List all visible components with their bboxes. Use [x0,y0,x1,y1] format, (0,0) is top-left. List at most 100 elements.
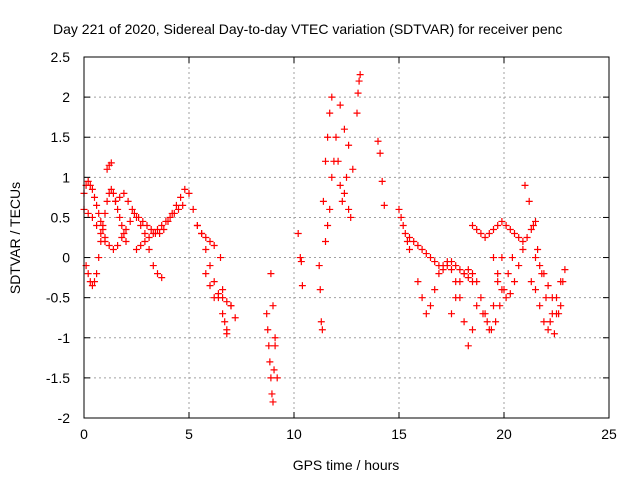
data-point [418,294,426,302]
data-point [298,282,306,290]
data-point [193,221,201,229]
data-point [347,213,355,221]
data-point [406,234,413,241]
data-point [397,213,405,221]
x-tick-label: 25 [601,426,617,442]
series-arc-x [469,217,527,246]
series-arc-n [319,93,336,205]
data-point [418,246,426,254]
data-point [548,310,556,318]
data-point [219,294,227,302]
data-point [431,286,439,294]
data-point [93,270,101,278]
data-point [540,270,548,278]
data-point [422,250,430,258]
data-point [527,225,535,233]
series-arc-h [202,270,235,310]
data-point [536,262,544,270]
data-point [448,266,455,274]
data-point [338,197,346,205]
y-tick-label: 1 [62,169,70,185]
data-point [112,197,119,205]
data-point [269,302,277,310]
plot-frame [83,56,610,419]
data-point [322,238,329,246]
data-point [334,157,342,165]
data-point [227,302,235,310]
data-point [544,326,552,334]
data-point [494,278,502,286]
data-point [84,177,92,185]
data-point [324,221,332,229]
series-arc-p [332,133,355,221]
data-point [469,221,476,229]
y-tick-label: -2 [58,410,71,426]
data-point [185,189,193,197]
data-point [527,278,535,286]
data-point [214,290,222,298]
data-point [464,274,472,282]
data-point [340,189,348,197]
data-point [88,185,96,193]
data-point [202,234,210,241]
data-point [553,294,560,302]
data-point [452,262,460,270]
data-point [456,266,464,274]
data-point [206,282,214,290]
data-point [297,258,305,266]
data-point [145,234,153,241]
data-point [133,213,140,221]
data-point [103,165,111,173]
data-point [506,290,514,298]
data-point [103,197,111,205]
y-tick-label: -0.5 [46,290,70,306]
data-point [460,318,468,326]
data-point [122,225,130,233]
y-tick-label: 1.5 [51,129,71,145]
data-point [515,234,523,241]
data-point [189,205,197,213]
data-point [515,262,523,270]
data-point [166,213,174,221]
series-arc-j [263,310,279,406]
data-points [80,71,569,406]
data-point [133,246,140,254]
data-point [464,266,472,274]
series-arc-l [294,229,306,290]
data-point [395,205,403,213]
data-point [318,326,326,334]
data-point [532,286,539,294]
data-point [130,209,138,217]
data-point [319,197,327,205]
data-point [316,286,324,294]
x-axis-label: GPS time / hours [293,457,400,473]
data-point [374,137,382,145]
data-point [328,173,336,181]
data-point [101,234,109,241]
data-point [519,246,527,254]
series-arc-t [395,205,413,254]
data-point [154,225,161,233]
grid-lines [84,57,609,418]
data-point [504,270,512,278]
data-point [534,246,542,254]
data-point [469,326,476,334]
data-point [532,254,539,262]
data-point [460,270,468,278]
data-point [158,221,166,229]
data-point [266,358,274,366]
series-arc-w [448,254,506,334]
x-tick-label: 10 [286,426,302,442]
data-point [452,294,460,302]
data-point [448,310,455,318]
series-arc-ac [479,254,516,334]
data-point [523,234,531,241]
data-point [269,398,277,406]
y-axis-label: SDTVAR / TECUs [7,182,23,294]
data-point [95,209,103,217]
data-point [328,93,336,101]
data-point [498,254,506,262]
x-tick-label: 20 [496,426,512,442]
